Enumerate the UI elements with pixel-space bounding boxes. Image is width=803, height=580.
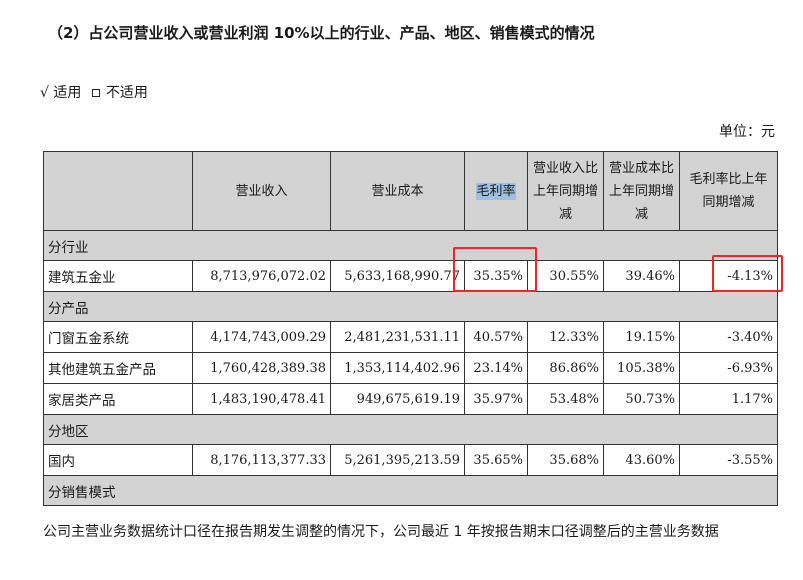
section-heading: （2）占公司营业收入或营业利润 10%以上的行业、产品、地区、销售模式的情况 bbox=[48, 24, 595, 42]
cell-cost: 5,633,168,990.77 bbox=[330, 260, 465, 292]
cell-cost-change: 39.46% bbox=[603, 260, 680, 292]
cell-name: 国内 bbox=[43, 444, 193, 476]
cell-gross-margin: 40.57% bbox=[464, 321, 528, 353]
header-cell-revenue: 营业收入 bbox=[192, 151, 331, 231]
cell-cost-change: 19.15% bbox=[603, 321, 680, 353]
section-row: 分产品 bbox=[43, 291, 778, 322]
header-row: 营业收入 营业成本 毛利率 营业收入比上年同期增减 营业成本比上年同期增减 毛利… bbox=[43, 151, 778, 231]
section-title: 分销售模式 bbox=[43, 475, 778, 506]
main-business-table: 营业收入 营业成本 毛利率 营业收入比上年同期增减 营业成本比上年同期增减 毛利… bbox=[43, 151, 778, 506]
cell-margin-change: -6.93% bbox=[679, 352, 778, 384]
cell-gross-margin: 35.35% bbox=[464, 260, 528, 292]
applicable-indicator: √ 适用 不适用 bbox=[40, 82, 148, 102]
cell-cost: 5,261,395,213.59 bbox=[330, 444, 465, 476]
table-row: 其他建筑五金产品 1,760,428,389.38 1,353,114,402.96… bbox=[43, 352, 778, 384]
cell-cost-change: 50.73% bbox=[603, 383, 680, 415]
empty-checkbox-icon bbox=[91, 89, 100, 97]
annotation-box-margin-change bbox=[712, 255, 783, 292]
annotation-box-gross-margin bbox=[453, 247, 537, 292]
section-title: 分行业 bbox=[43, 230, 778, 261]
cell-cost-change: 43.60% bbox=[603, 444, 680, 476]
not-applicable-label: 不适用 bbox=[105, 85, 148, 101]
cell-margin-change: -3.40% bbox=[679, 321, 778, 353]
table-row: 建筑五金业 8,713,976,072.02 5,633,168,990.77 35.… bbox=[43, 260, 778, 292]
cell-cost: 1,353,114,402.96 bbox=[330, 352, 465, 384]
cell-name: 其他建筑五金产品 bbox=[43, 352, 193, 384]
section-title: 分地区 bbox=[43, 414, 778, 445]
cell-gross-margin: 35.97% bbox=[464, 383, 528, 415]
cell-margin-change: 1.17% bbox=[679, 383, 778, 415]
cell-revenue-change: 86.86% bbox=[527, 352, 604, 384]
cell-margin-change: -4.13% bbox=[679, 260, 778, 292]
section-row: 分销售模式 bbox=[43, 475, 778, 506]
cell-gross-margin: 23.14% bbox=[464, 352, 528, 384]
unit-label: 单位：元 bbox=[719, 124, 775, 140]
cell-cost: 2,481,231,531.11 bbox=[330, 321, 465, 353]
cell-revenue: 4,174,743,009.29 bbox=[192, 321, 331, 353]
header-cell-gross-margin: 毛利率 bbox=[464, 151, 528, 231]
cell-revenue-change: 30.55% bbox=[527, 260, 604, 292]
section-row: 分行业 bbox=[43, 230, 778, 261]
cell-name: 家居类产品 bbox=[43, 383, 193, 415]
header-cell-margin-change: 毛利率比上年同期增减 bbox=[679, 151, 778, 231]
section-title: 分产品 bbox=[43, 291, 778, 322]
cell-name: 建筑五金业 bbox=[43, 260, 193, 292]
cell-revenue: 1,483,190,478.41 bbox=[192, 383, 331, 415]
section-row: 分地区 bbox=[43, 414, 778, 445]
table-row: 门窗五金系统 4,174,743,009.29 2,481,231,531.11 40… bbox=[43, 321, 778, 353]
cell-revenue: 8,176,113,377.33 bbox=[192, 444, 331, 476]
header-cell-cost-change: 营业成本比上年同期增减 bbox=[603, 151, 680, 231]
table-row: 国内 8,176,113,377.33 5,261,395,213.59 35.65%… bbox=[43, 444, 778, 476]
cell-revenue: 8,713,976,072.02 bbox=[192, 260, 331, 292]
cell-cost: 949,675,619.19 bbox=[330, 383, 465, 415]
highlighted-text: 毛利率 bbox=[476, 182, 516, 200]
cell-revenue-change: 35.68% bbox=[527, 444, 604, 476]
cell-name: 门窗五金系统 bbox=[43, 321, 193, 353]
header-cell-cost: 营业成本 bbox=[330, 151, 465, 231]
footnote-text: 公司主营业务数据统计口径在报告期发生调整的情况下，公司最近 1 年按报告期末口径… bbox=[43, 524, 719, 540]
cell-revenue-change: 53.48% bbox=[527, 383, 604, 415]
cell-revenue: 1,760,428,389.38 bbox=[192, 352, 331, 384]
applicable-label: 适用 bbox=[53, 85, 82, 101]
table-row: 家居类产品 1,483,190,478.41 949,675,619.19 35.97… bbox=[43, 383, 778, 415]
table-body: 分行业 建筑五金业 8,713,976,072.02 5,633,168,990.77… bbox=[43, 230, 778, 506]
cell-gross-margin: 35.65% bbox=[464, 444, 528, 476]
header-cell-revenue-change: 营业收入比上年同期增减 bbox=[527, 151, 604, 231]
cell-revenue-change: 12.33% bbox=[527, 321, 604, 353]
check-mark: √ bbox=[40, 85, 49, 101]
cell-margin-change: -3.55% bbox=[679, 444, 778, 476]
header-cell-blank bbox=[43, 151, 193, 231]
cell-cost-change: 105.38% bbox=[603, 352, 680, 384]
